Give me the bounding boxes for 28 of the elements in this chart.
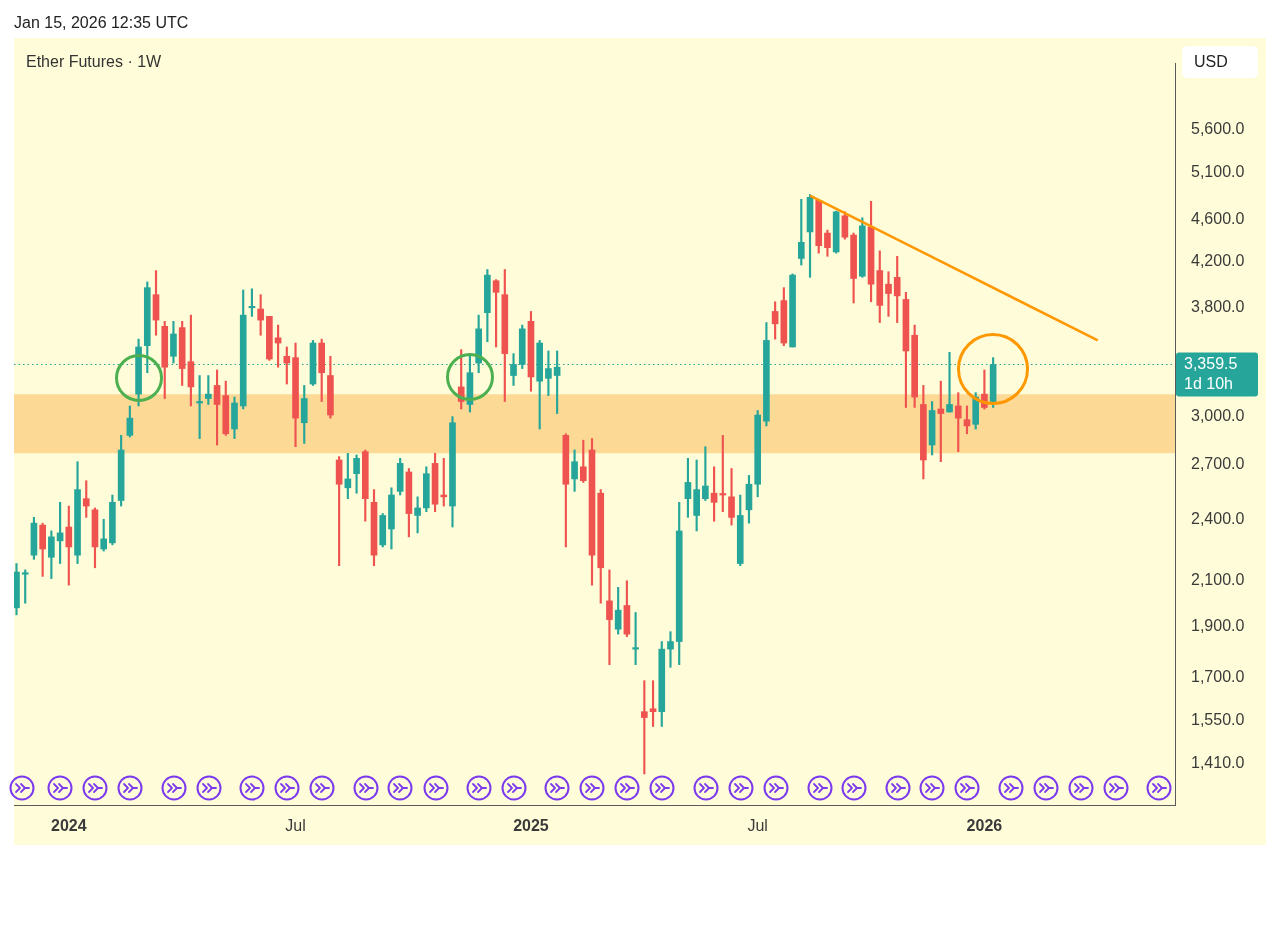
y-tick-label: 3,800.0 xyxy=(1191,298,1245,316)
x-tick-label: 2025 xyxy=(513,817,549,835)
y-tick-label: 3,000.0 xyxy=(1191,407,1245,424)
y-tick-label: 1,900.0 xyxy=(1191,617,1245,635)
x-tick-label: 2026 xyxy=(966,817,1003,835)
y-tick-label: 2,700.0 xyxy=(1191,455,1245,473)
candlestick xyxy=(667,631,674,668)
y-tick-label: 2,400.0 xyxy=(1191,509,1245,527)
text: 1d 10h xyxy=(1184,374,1233,392)
x-tick-label: 2024 xyxy=(51,817,87,835)
y-tick-label: 5,600.0 xyxy=(1191,119,1245,137)
chart-title: Ether Futures · 1W xyxy=(26,53,162,71)
y-tick-label: 4,200.0 xyxy=(1191,252,1245,270)
candlestick xyxy=(196,375,203,439)
y-axis-title: USD xyxy=(1182,46,1258,78)
y-tick-label: 1,410.0 xyxy=(1191,754,1245,772)
y-tick-label: 2,100.0 xyxy=(1191,571,1245,589)
x-tick-label: Jul xyxy=(747,817,768,835)
x-tick-label: Jul xyxy=(285,817,306,835)
ref-line-label: 3,359.5 xyxy=(1184,354,1238,372)
candlestick xyxy=(885,271,892,317)
y-tick-label: 1,700.0 xyxy=(1191,668,1245,686)
candlestick xyxy=(719,435,727,513)
y-tick-label: 5,100.0 xyxy=(1191,162,1245,180)
candlestick xyxy=(606,569,613,665)
y-tick-label: 1,550.0 xyxy=(1191,710,1245,728)
text: Jan 15, 2026 12:35 UTC xyxy=(14,14,189,32)
y-tick-label: 4,600.0 xyxy=(1191,210,1245,228)
